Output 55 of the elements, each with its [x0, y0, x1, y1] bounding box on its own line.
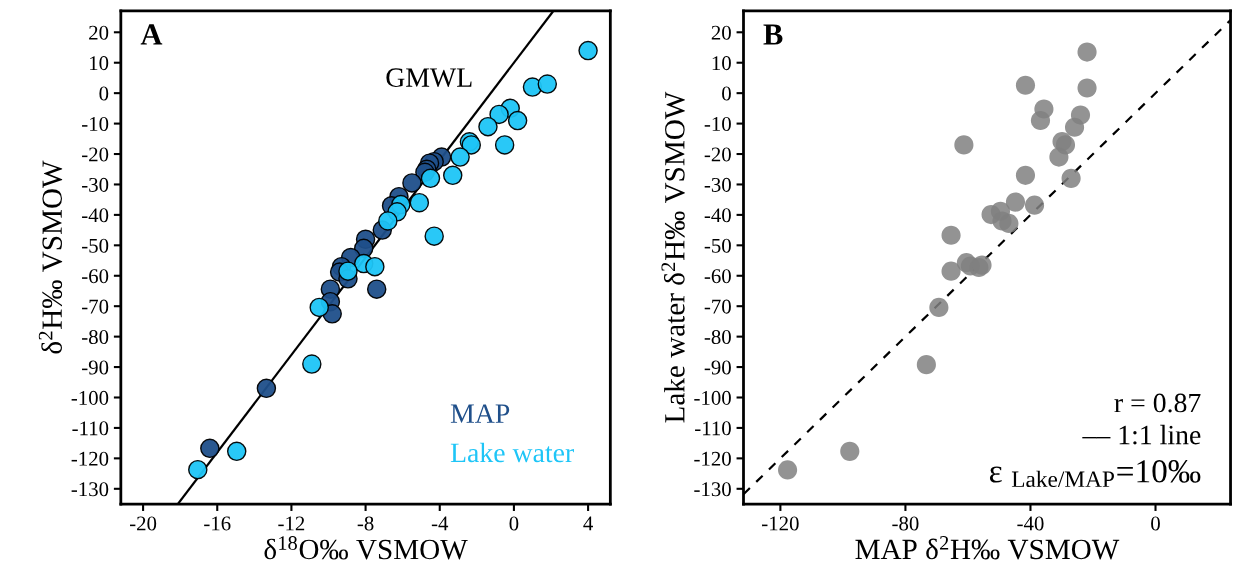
annotation: r = 0.87 — [1114, 393, 1201, 413]
text: Lake water — [450, 442, 574, 463]
y-tick-label: -10 — [704, 116, 731, 132]
x-tick-label: -12 — [278, 516, 305, 531]
y-tick-label: -10 — [82, 116, 109, 132]
y-tick-label: -70 — [704, 299, 731, 314]
y-tick-label: -80 — [82, 330, 109, 345]
x-tick-label: 4 — [583, 516, 593, 531]
x-tick-label: -16 — [204, 516, 231, 531]
x-tick-label: -120 — [762, 516, 799, 531]
y-tick-label: -130 — [694, 482, 731, 497]
y-tick-label: 20 — [89, 25, 109, 40]
y-tick-label: -20 — [704, 147, 731, 162]
y-tick-label: -110 — [695, 421, 731, 436]
y-tick-label: -90 — [82, 360, 109, 375]
y-tick-label: -90 — [704, 360, 731, 375]
y-axis-title: δ$^{2}$H‰ VSMOW — [38, 160, 63, 354]
y-tick-label: 0 — [99, 86, 109, 101]
x-axis-title: δ$^{18}$O‰ VSMOW — [264, 536, 468, 560]
y-tick-label: -30 — [82, 177, 109, 192]
text: MAP — [450, 404, 510, 423]
x-tick-label: -80 — [892, 516, 919, 531]
y-tick-label: 10 — [712, 56, 731, 71]
annotation: –– 1:1 line — [1082, 424, 1201, 445]
y-tick-label: -60 — [704, 269, 731, 284]
y-tick-label: -130 — [71, 482, 109, 497]
y-tick-label: -70 — [82, 299, 109, 314]
y-axis-title: Lake water δ$^{2}$H‰ VSMOW — [661, 91, 685, 423]
chart-title: A — [140, 24, 163, 45]
x-axis-title: MAP δ$^{2}$H‰ VSMOW — [855, 536, 1120, 560]
x-tick-label: -4 — [431, 516, 449, 531]
y-tick-label: -80 — [704, 330, 731, 345]
y-tick-label: -50 — [82, 238, 109, 253]
annotation: GMWL — [386, 68, 472, 88]
y-tick-label: -40 — [82, 208, 109, 223]
y-tick-label: -100 — [694, 390, 731, 405]
y-tick-label: 0 — [722, 86, 731, 101]
y-tick-label: -40 — [704, 208, 731, 223]
x-tick-label: -8 — [357, 516, 374, 531]
y-tick-label: -20 — [82, 147, 109, 162]
x-tick-label: -20 — [129, 516, 157, 531]
x-tick-label: -40 — [1017, 516, 1044, 531]
y-tick-label: 20 — [711, 25, 731, 40]
y-tick-label: -60 — [82, 269, 109, 284]
chart-title: B — [763, 24, 783, 45]
y-tick-label: -120 — [694, 451, 731, 466]
annotation: ε $_{Lake/MAP}$=10‰ — [989, 460, 1201, 488]
y-tick-label: -110 — [72, 421, 109, 436]
y-tick-label: -100 — [71, 390, 109, 405]
x-tick-label: 0 — [509, 516, 519, 531]
y-tick-label: 10 — [90, 56, 109, 71]
y-tick-label: -120 — [71, 451, 109, 466]
x-tick-label: 0 — [1151, 516, 1160, 531]
y-tick-label: -30 — [704, 177, 731, 192]
y-tick-label: -50 — [704, 238, 731, 253]
